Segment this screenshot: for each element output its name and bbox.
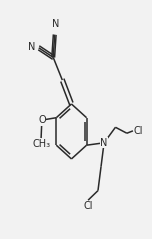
Text: Cl: Cl — [134, 126, 143, 136]
Text: N: N — [100, 138, 108, 148]
Text: N: N — [52, 19, 59, 29]
Text: N: N — [28, 42, 35, 52]
Text: Cl: Cl — [83, 201, 93, 211]
Text: O: O — [38, 115, 46, 125]
Text: CH₃: CH₃ — [32, 139, 50, 149]
